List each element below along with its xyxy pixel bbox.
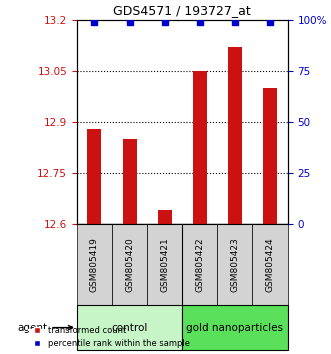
Text: control: control bbox=[111, 322, 148, 332]
Text: gold nanoparticles: gold nanoparticles bbox=[186, 322, 283, 332]
FancyBboxPatch shape bbox=[182, 224, 217, 305]
Text: GSM805421: GSM805421 bbox=[160, 237, 169, 292]
Bar bbox=[228, 47, 242, 224]
FancyBboxPatch shape bbox=[217, 224, 253, 305]
Text: GSM805423: GSM805423 bbox=[230, 237, 239, 292]
Text: GSM805420: GSM805420 bbox=[125, 237, 134, 292]
Bar bbox=[87, 129, 101, 224]
Bar bbox=[263, 88, 277, 224]
Title: GDS4571 / 193727_at: GDS4571 / 193727_at bbox=[113, 4, 251, 17]
FancyBboxPatch shape bbox=[77, 305, 182, 350]
Bar bbox=[158, 210, 172, 224]
FancyBboxPatch shape bbox=[182, 305, 288, 350]
Bar bbox=[122, 139, 137, 224]
FancyBboxPatch shape bbox=[112, 224, 147, 305]
Bar bbox=[193, 71, 207, 224]
Text: GSM805422: GSM805422 bbox=[195, 237, 204, 292]
Text: agent: agent bbox=[17, 322, 72, 332]
Text: GSM805424: GSM805424 bbox=[265, 237, 274, 292]
FancyBboxPatch shape bbox=[253, 224, 288, 305]
Text: GSM805419: GSM805419 bbox=[90, 237, 99, 292]
FancyBboxPatch shape bbox=[147, 224, 182, 305]
Legend: transformed count, percentile rank within the sample: transformed count, percentile rank withi… bbox=[27, 324, 192, 350]
FancyBboxPatch shape bbox=[77, 224, 112, 305]
